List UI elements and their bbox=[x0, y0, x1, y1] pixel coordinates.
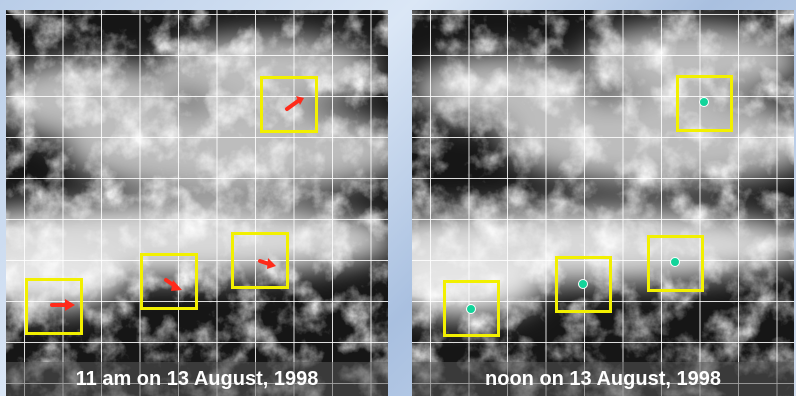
image-caption: noon on 13 August, 1998 bbox=[412, 362, 794, 396]
dot-icon bbox=[466, 304, 476, 314]
tracking-box bbox=[140, 253, 198, 310]
arrow-icon bbox=[164, 278, 182, 291]
tracking-box bbox=[231, 232, 289, 289]
cloud-imagery bbox=[412, 10, 794, 396]
tracking-box bbox=[555, 256, 612, 313]
arrow-icon bbox=[258, 258, 276, 269]
satellite-image-11am: 11 am on 13 August, 1998 bbox=[6, 10, 388, 396]
tracking-box bbox=[443, 280, 500, 337]
arrow-icon bbox=[50, 299, 75, 311]
dot-icon bbox=[578, 279, 588, 289]
cloud-imagery bbox=[6, 10, 388, 396]
dot-icon bbox=[670, 257, 680, 267]
tracking-box bbox=[25, 278, 83, 335]
image-caption: 11 am on 13 August, 1998 bbox=[6, 362, 388, 396]
arrow-icon bbox=[285, 96, 304, 111]
satellite-image-noon: noon on 13 August, 1998 bbox=[412, 10, 794, 396]
tracking-box bbox=[647, 235, 704, 292]
tracking-box bbox=[676, 75, 733, 132]
tracking-box bbox=[260, 76, 318, 133]
dot-icon bbox=[699, 97, 709, 107]
